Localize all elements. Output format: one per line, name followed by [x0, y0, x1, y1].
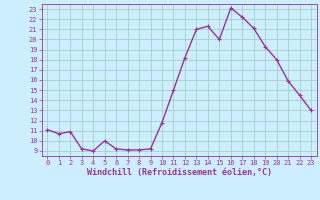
X-axis label: Windchill (Refroidissement éolien,°C): Windchill (Refroidissement éolien,°C)	[87, 168, 272, 177]
